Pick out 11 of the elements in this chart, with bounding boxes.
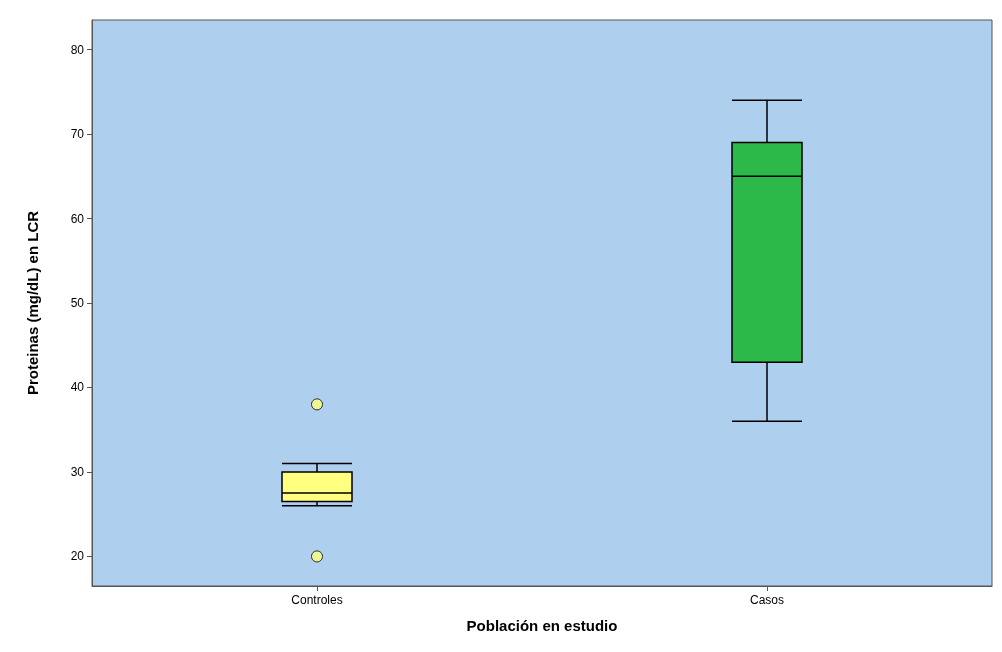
y-axis-title: Proteinas (mg/dL) en LCR [24,210,41,396]
y-tick-label: 50 [70,296,85,310]
x-tick-label: Controles [291,593,343,607]
y-tick-label: 20 [70,549,85,564]
y-tick-label: 60 [70,211,85,226]
y-tick-label: 70 [70,127,85,142]
x-tick-label: Casos [749,593,785,607]
x-axis-title: Población en estudio [466,617,618,634]
y-tick-label: 40 [70,380,85,395]
y-tick-label: 30 [70,464,85,479]
y-tick-label: 80 [70,42,85,57]
